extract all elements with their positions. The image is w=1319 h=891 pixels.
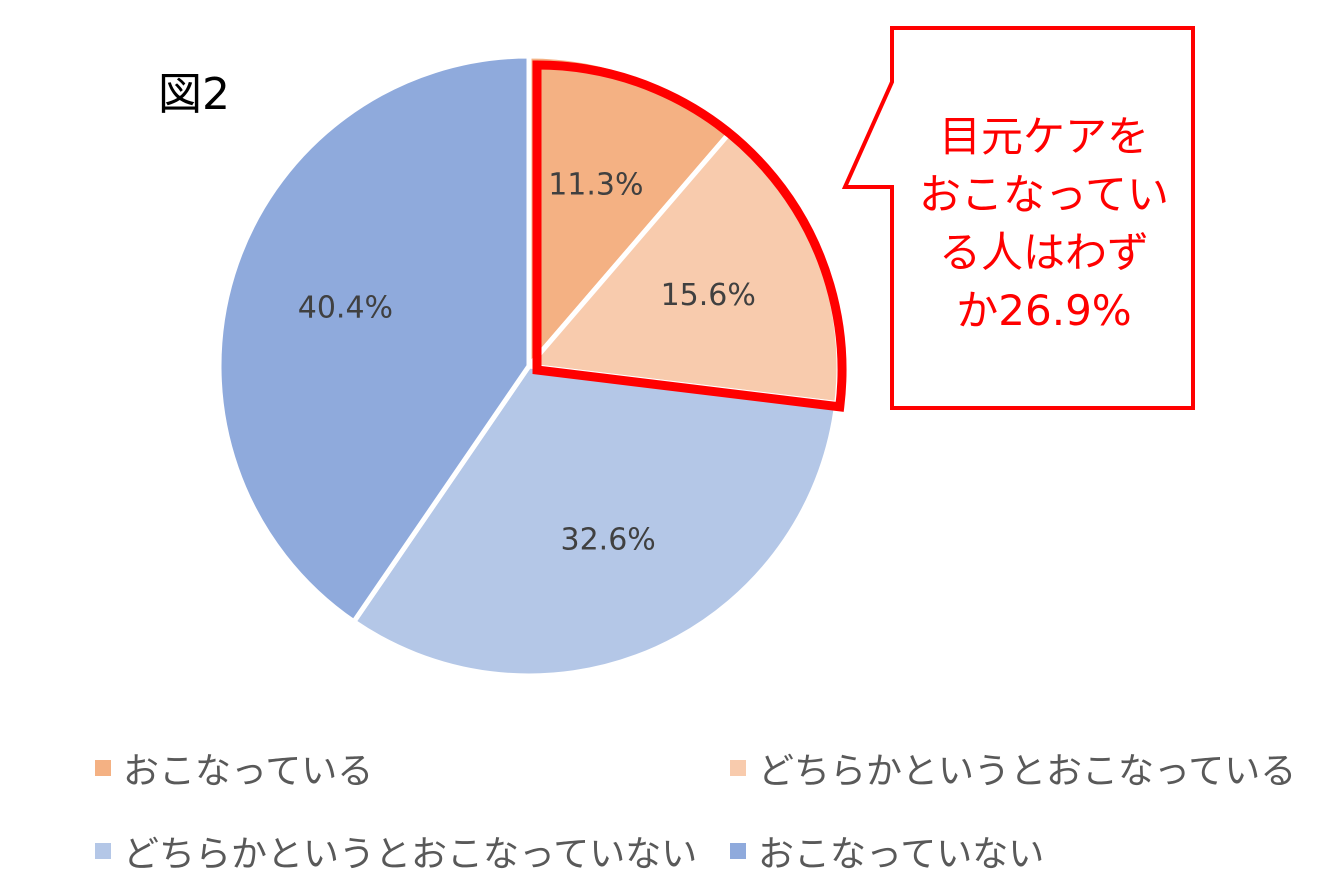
legend-swatch [95,843,111,859]
slice-data-label: 40.4% [298,291,393,326]
callout-line: 目元ケアを [938,112,1149,161]
legend-label: どちらかというとおこなっている [758,751,1297,792]
callout-line: おこなってい [919,170,1169,219]
legend-item: おこなっていない [730,825,1044,877]
legend-label: おこなっている [123,751,374,792]
pie-slice [350,363,840,679]
slice-data-label: 15.6% [661,278,756,313]
legend-item: おこなっている [95,742,373,794]
slice-data-label: 32.6% [561,523,656,558]
legend-swatch [95,760,111,776]
legend-item: どちらかというとおこなっていない [95,825,697,877]
callout-line: か26.9% [956,286,1132,335]
slice-data-label: 11.3% [548,167,643,202]
pie-slice [216,53,532,626]
highlight-outline [532,60,847,412]
figure-label: 図2 [158,69,230,120]
legend-swatch [730,843,746,859]
legend-swatch [730,760,746,776]
callout-box [841,26,1195,410]
legend-label: どちらかというとおこなっていない [123,834,698,875]
callout-text: 目元ケアを おこなってい る人はわず か26.9% [900,108,1188,340]
callout-line: る人はわず [938,228,1149,277]
legend-item: どちらかというとおこなっている [730,742,1296,794]
legend-label: おこなっていない [758,834,1045,875]
